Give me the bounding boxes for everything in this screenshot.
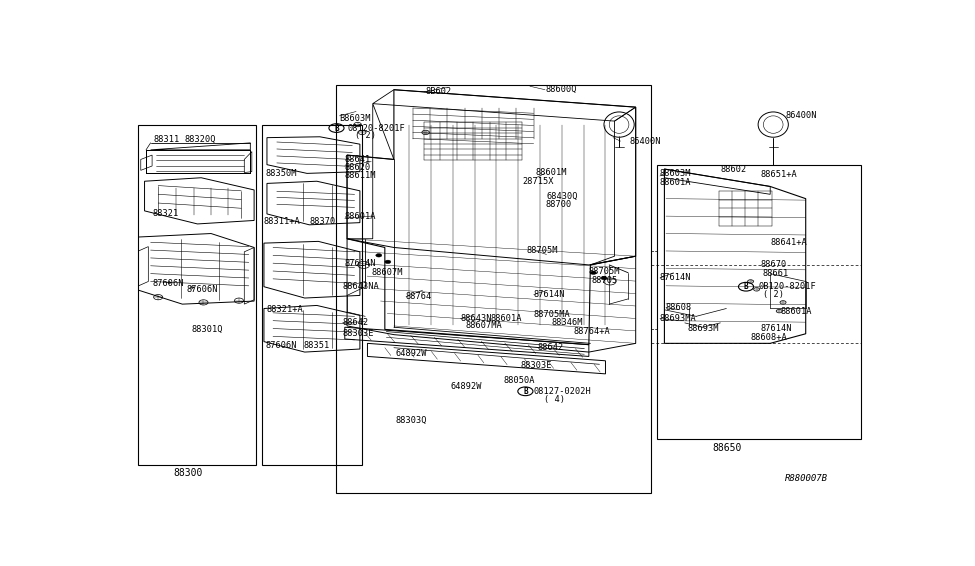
Text: 08120-8201F: 08120-8201F bbox=[347, 123, 405, 132]
Text: 88705M: 88705M bbox=[526, 246, 558, 255]
Text: R880007B: R880007B bbox=[785, 474, 829, 483]
Text: 88601M: 88601M bbox=[536, 168, 567, 177]
Text: 88705M: 88705M bbox=[589, 267, 620, 276]
Text: ( 4): ( 4) bbox=[543, 395, 565, 404]
Text: 88608: 88608 bbox=[666, 303, 692, 312]
Text: 88602: 88602 bbox=[721, 165, 747, 174]
Text: 88350M: 88350M bbox=[265, 169, 297, 178]
Circle shape bbox=[590, 271, 597, 275]
Text: 88641+A: 88641+A bbox=[770, 238, 807, 247]
Text: 88346M: 88346M bbox=[551, 318, 583, 327]
Text: 88641: 88641 bbox=[345, 155, 371, 164]
Text: 88693M: 88693M bbox=[687, 324, 719, 333]
Text: 87614N: 87614N bbox=[345, 259, 376, 268]
Text: 0B120-8201F: 0B120-8201F bbox=[759, 282, 816, 291]
Text: 88601A: 88601A bbox=[781, 307, 812, 316]
Text: 88608+A: 88608+A bbox=[751, 333, 787, 342]
Text: 88611M: 88611M bbox=[345, 170, 376, 179]
Text: 88601A: 88601A bbox=[345, 212, 376, 221]
Text: 88321+A: 88321+A bbox=[267, 305, 303, 314]
Text: 64892W: 64892W bbox=[450, 383, 482, 392]
Text: 88301Q: 88301Q bbox=[191, 325, 223, 334]
Text: B: B bbox=[744, 282, 749, 291]
Text: 88642: 88642 bbox=[537, 343, 564, 352]
Text: 87606N: 87606N bbox=[265, 341, 297, 350]
Text: 88601A: 88601A bbox=[660, 178, 691, 187]
Text: 88303Q: 88303Q bbox=[396, 415, 427, 424]
Text: B: B bbox=[523, 387, 527, 396]
Text: 88321: 88321 bbox=[152, 209, 178, 218]
Text: 88670: 88670 bbox=[760, 260, 787, 269]
Text: 88642: 88642 bbox=[342, 318, 369, 327]
Text: 88661: 88661 bbox=[762, 269, 789, 278]
Text: 88601A: 88601A bbox=[490, 314, 523, 323]
Text: 86400N: 86400N bbox=[785, 112, 817, 121]
Text: 88303E: 88303E bbox=[521, 361, 553, 370]
Text: 88351: 88351 bbox=[303, 341, 330, 350]
Text: ( 2): ( 2) bbox=[762, 290, 784, 299]
Text: 64892W: 64892W bbox=[396, 349, 427, 358]
Text: 88693MA: 88693MA bbox=[660, 314, 696, 323]
Text: B: B bbox=[334, 123, 338, 132]
Bar bbox=[138, 125, 256, 465]
Text: 8B602: 8B602 bbox=[426, 87, 451, 96]
Bar bbox=[657, 165, 861, 439]
Text: 86400N: 86400N bbox=[630, 136, 661, 145]
Text: 88603M: 88603M bbox=[660, 169, 691, 178]
Text: 88705: 88705 bbox=[592, 276, 618, 285]
Text: ( 2): ( 2) bbox=[355, 131, 375, 140]
Text: 88370: 88370 bbox=[309, 217, 335, 226]
Text: 88311: 88311 bbox=[154, 135, 179, 144]
Text: 88311+A: 88311+A bbox=[264, 217, 300, 226]
Text: 87606N: 87606N bbox=[186, 285, 217, 294]
Text: B8603M: B8603M bbox=[339, 114, 371, 123]
Text: 88600Q: 88600Q bbox=[545, 85, 576, 94]
Text: 88643NA: 88643NA bbox=[342, 282, 379, 291]
Text: 08127-0202H: 08127-0202H bbox=[533, 387, 592, 396]
Circle shape bbox=[601, 276, 607, 280]
Text: 88764: 88764 bbox=[406, 292, 432, 301]
Text: 88700: 88700 bbox=[545, 200, 571, 209]
Text: 88320Q: 88320Q bbox=[184, 135, 216, 144]
Text: 88620: 88620 bbox=[345, 163, 371, 172]
Circle shape bbox=[385, 260, 391, 264]
Bar bbox=[336, 85, 651, 493]
Text: 88300: 88300 bbox=[174, 468, 203, 478]
Bar bbox=[262, 125, 362, 465]
Text: 88764+A: 88764+A bbox=[573, 327, 610, 336]
Text: 88705MA: 88705MA bbox=[533, 310, 570, 319]
Text: 88303E: 88303E bbox=[342, 329, 374, 338]
Text: 28715X: 28715X bbox=[523, 177, 554, 186]
Text: 87614N: 87614N bbox=[533, 290, 566, 299]
Text: 88650: 88650 bbox=[713, 443, 742, 453]
Text: 87606N: 87606N bbox=[153, 279, 184, 288]
Text: 88607MA: 88607MA bbox=[466, 321, 502, 331]
Text: 68430Q: 68430Q bbox=[547, 191, 578, 200]
Text: 88050A: 88050A bbox=[503, 376, 535, 385]
Text: 88651+A: 88651+A bbox=[760, 170, 798, 179]
Text: 88607M: 88607M bbox=[371, 268, 403, 277]
Text: 87614N: 87614N bbox=[760, 324, 792, 333]
Text: 87614N: 87614N bbox=[660, 273, 691, 282]
Circle shape bbox=[375, 254, 382, 257]
Text: 88643N: 88643N bbox=[460, 314, 492, 323]
